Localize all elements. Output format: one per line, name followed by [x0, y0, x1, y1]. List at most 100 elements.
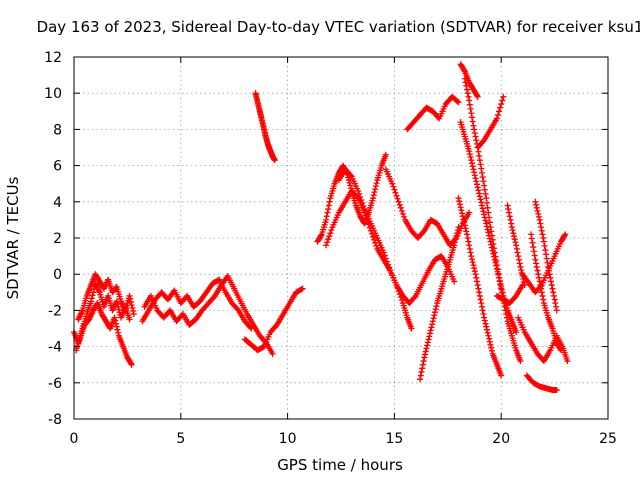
- axis-ticks: [73, 56, 609, 420]
- data-point: [272, 323, 279, 330]
- data-point: [454, 227, 461, 234]
- data-point: [130, 311, 137, 318]
- data-point: [476, 289, 483, 296]
- data-point: [370, 195, 377, 202]
- data-point: [471, 130, 478, 137]
- data-point: [538, 227, 545, 234]
- data-point: [488, 228, 495, 235]
- data-point: [89, 292, 96, 299]
- data-point: [128, 361, 135, 368]
- data-point: [506, 213, 513, 220]
- data-point: [541, 242, 548, 249]
- data-point: [509, 227, 516, 234]
- data-point: [503, 314, 510, 321]
- data-point: [468, 110, 475, 117]
- data-point: [474, 282, 481, 289]
- data-point: [472, 133, 479, 140]
- data-point: [476, 152, 483, 159]
- data-point: [511, 236, 518, 243]
- data-point: [433, 303, 440, 310]
- data-point: [481, 317, 488, 324]
- data-point: [466, 151, 473, 158]
- data-point: [424, 339, 431, 346]
- data-point: [548, 282, 555, 289]
- y-tick-label: 12: [44, 50, 62, 66]
- data-point: [471, 265, 478, 272]
- data-point: [88, 295, 95, 302]
- data-point: [130, 308, 137, 315]
- data-point: [558, 347, 565, 354]
- data-point: [486, 219, 493, 226]
- data-point: [463, 82, 470, 89]
- data-point: [462, 79, 469, 86]
- data-point: [417, 372, 424, 379]
- data-point: [370, 192, 377, 199]
- data-point: [464, 86, 471, 93]
- chart-title: Day 163 of 2023, Sidereal Day-to-day VTE…: [37, 18, 640, 36]
- data-point: [474, 184, 481, 191]
- data-point: [540, 238, 547, 245]
- data-point: [497, 282, 504, 289]
- data-point: [127, 295, 134, 302]
- data-point: [550, 289, 557, 296]
- data-point: [537, 220, 544, 227]
- data-point: [318, 232, 325, 239]
- x-tick-labels: 0 5 10 15 20 25: [70, 431, 617, 447]
- data-point: [514, 249, 521, 256]
- data-point: [486, 235, 493, 242]
- y-tick-label: 8: [53, 122, 62, 138]
- data-point: [537, 283, 544, 290]
- data-point: [536, 278, 543, 285]
- series-track-y: [523, 372, 560, 394]
- data-point: [549, 285, 556, 292]
- data-point: [468, 157, 475, 164]
- data-point: [470, 166, 477, 173]
- data-point: [419, 365, 426, 372]
- data-point: [501, 303, 508, 310]
- data-point: [496, 278, 503, 285]
- series-track-e: [141, 273, 276, 357]
- data-point: [476, 292, 483, 299]
- data-point: [428, 324, 435, 331]
- series-track-u: [515, 314, 571, 365]
- series-track-j: [335, 166, 458, 307]
- data-point: [499, 97, 506, 104]
- data-point: [516, 256, 522, 263]
- data-point: [327, 230, 334, 237]
- series-track-m: [404, 93, 462, 133]
- data-point: [372, 183, 379, 190]
- data-point: [464, 90, 471, 97]
- data-point: [462, 225, 469, 232]
- data-point: [360, 203, 367, 210]
- data-point: [496, 274, 503, 281]
- data-point: [535, 210, 542, 217]
- data-point: [466, 245, 473, 252]
- data-point: [478, 199, 485, 206]
- data-point: [456, 201, 463, 208]
- y-tick-label: -8: [48, 412, 62, 428]
- data-point: [393, 192, 400, 199]
- data-point: [488, 344, 495, 351]
- data-point: [489, 236, 496, 243]
- series-track-k: [382, 166, 473, 249]
- data-point: [269, 350, 276, 357]
- data-point: [511, 233, 518, 240]
- data-point: [475, 187, 482, 194]
- data-point: [381, 252, 388, 259]
- data-point: [492, 253, 499, 260]
- data-point: [493, 115, 500, 122]
- data-point: [486, 338, 493, 345]
- series-track-p: [461, 75, 524, 365]
- data-point: [429, 318, 436, 325]
- data-point: [323, 242, 330, 249]
- x-axis-title: GPS time / hours: [277, 456, 403, 474]
- data-point: [371, 189, 378, 196]
- data-point: [380, 249, 387, 256]
- data-point: [497, 104, 504, 111]
- data-point: [459, 213, 466, 220]
- data-point: [427, 330, 433, 337]
- data-point: [429, 321, 436, 328]
- data-point: [473, 274, 480, 281]
- data-point: [464, 231, 471, 238]
- data-point: [539, 292, 546, 299]
